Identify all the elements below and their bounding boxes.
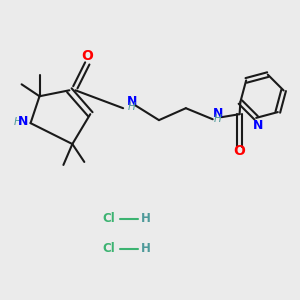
Text: Cl: Cl	[102, 242, 115, 255]
Text: H: H	[141, 212, 151, 225]
Text: Cl: Cl	[102, 212, 115, 225]
Text: N: N	[213, 107, 223, 120]
Text: H: H	[141, 242, 151, 255]
Text: O: O	[81, 49, 93, 63]
Text: N: N	[127, 95, 137, 108]
Text: O: O	[234, 145, 245, 158]
Text: H: H	[13, 117, 21, 127]
Text: H: H	[214, 114, 222, 124]
Text: N: N	[253, 119, 263, 132]
Text: N: N	[18, 115, 28, 128]
Text: H: H	[128, 102, 136, 112]
